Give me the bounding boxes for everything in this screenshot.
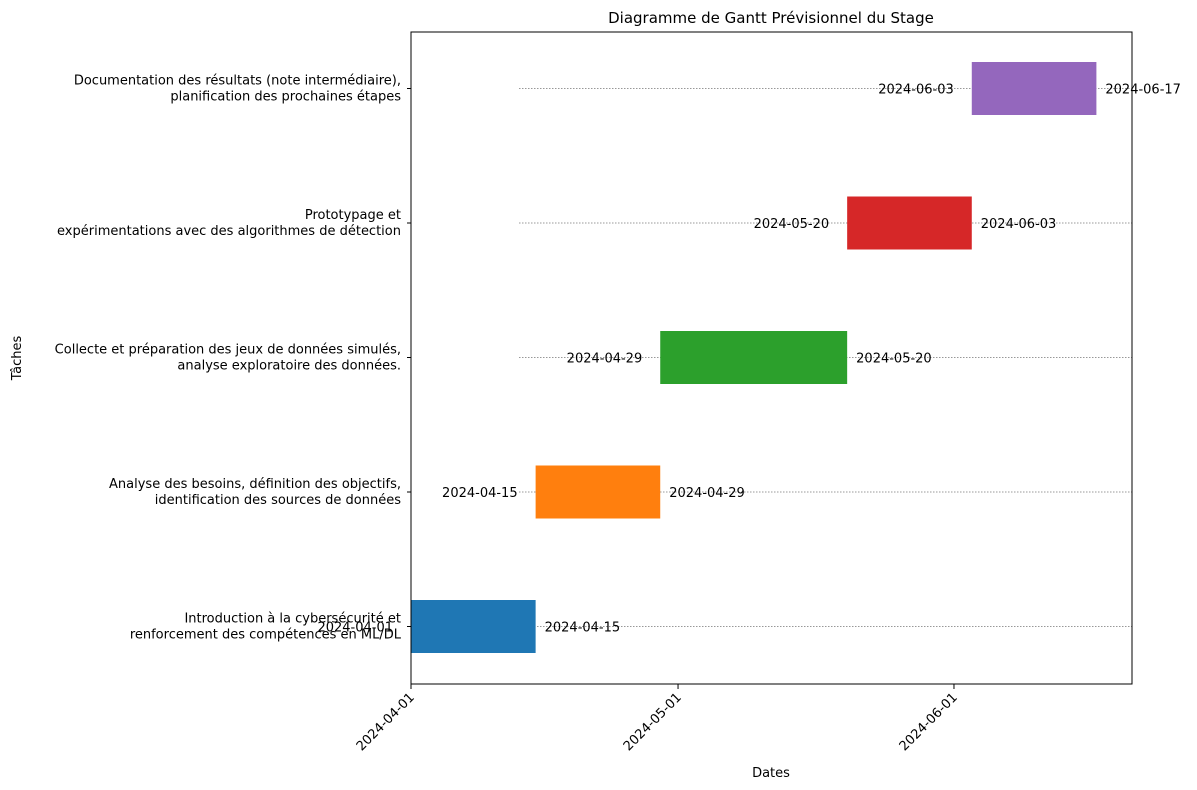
bar-end-label: 2024-04-15 — [545, 621, 621, 636]
x-axis: 2024-04-01 2024-05-01 2024-06-01 — [354, 684, 961, 754]
y-tick-label: expérimentations avec des algorithmes de… — [57, 224, 401, 239]
y-tick-label: renforcement des compétences en ML/DL — [130, 628, 402, 643]
y-axis-label: Tâches — [10, 336, 25, 382]
task-bar — [847, 196, 972, 250]
y-tick-label: Introduction à la cybersécurité et — [184, 612, 401, 627]
task-bar — [535, 465, 661, 519]
task-bar — [411, 600, 536, 653]
bar-start-label: 2024-04-15 — [442, 486, 518, 501]
x-tick-label: 2024-06-01 — [897, 690, 961, 754]
bar-end-label: 2024-04-29 — [669, 486, 745, 501]
bar-labels: 2024-04-01 2024-04-15 2024-04-15 2024-04-29… — [317, 83, 1181, 636]
y-tick-label: Collecte et préparation des jeux de donn… — [55, 343, 401, 358]
bar-start-label: 2024-05-20 — [754, 217, 830, 232]
chart-title: Diagramme de Gantt Prévisionnel du Stage — [608, 9, 934, 27]
x-tick-label: 2024-05-01 — [621, 690, 685, 754]
y-tick-label: Prototypage et — [305, 208, 401, 223]
bar-end-label: 2024-06-03 — [981, 217, 1057, 232]
y-tick-label: Analyse des besoins, définition des obje… — [109, 477, 401, 492]
bar-start-label: 2024-04-29 — [567, 352, 643, 367]
y-tick-label: Documentation des résultats (note interm… — [74, 74, 401, 89]
task-bar — [971, 62, 1097, 115]
task-bar — [660, 331, 848, 384]
bar-end-label: 2024-05-20 — [856, 352, 932, 367]
bar-start-label: 2024-06-03 — [878, 83, 954, 98]
y-tick-label: identification des sources de données — [155, 493, 401, 508]
y-axis: Introduction à la cybersécurité etrenfor… — [55, 74, 411, 643]
y-tick-label: planification des prochaines étapes — [170, 90, 401, 105]
bars — [411, 62, 1097, 653]
bar-end-label: 2024-06-17 — [1105, 83, 1181, 98]
y-tick-label: analyse exploratoire des données. — [177, 359, 401, 374]
bar-start-label: 2024-04-01 — [317, 621, 393, 636]
x-axis-label: Dates — [752, 766, 790, 781]
x-tick-label: 2024-04-01 — [354, 690, 418, 754]
